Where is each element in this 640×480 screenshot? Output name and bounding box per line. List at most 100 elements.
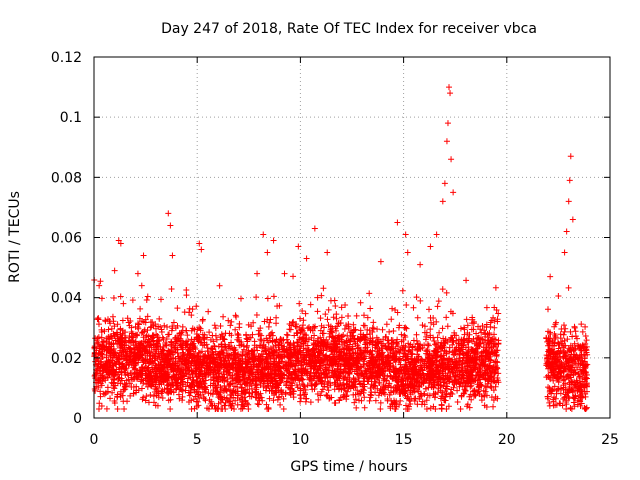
data-point — [193, 330, 200, 337]
data-point — [215, 379, 222, 386]
data-point — [117, 380, 124, 387]
data-point — [255, 395, 262, 402]
data-point — [250, 319, 257, 326]
data-point — [275, 387, 282, 394]
data-point — [291, 342, 298, 349]
data-point — [184, 332, 191, 339]
data-point — [409, 356, 416, 363]
data-point — [355, 374, 362, 381]
data-point — [118, 335, 125, 342]
data-point — [345, 384, 352, 391]
data-point — [244, 386, 251, 393]
data-point — [237, 295, 244, 302]
data-point — [336, 335, 343, 342]
data-point — [444, 323, 451, 330]
data-point — [433, 342, 440, 349]
data-point — [357, 331, 364, 338]
data-point — [244, 400, 251, 407]
data-point — [334, 377, 341, 384]
data-point — [140, 359, 147, 366]
data-point — [341, 326, 348, 333]
data-point — [466, 358, 473, 365]
data-point — [482, 375, 489, 382]
data-point — [363, 370, 370, 377]
data-point — [266, 395, 273, 402]
data-point — [191, 387, 198, 394]
data-point — [298, 395, 305, 402]
data-point — [468, 382, 475, 389]
data-point — [288, 372, 295, 379]
data-point — [116, 361, 123, 368]
data-point — [357, 369, 364, 376]
data-point — [290, 361, 297, 368]
data-point — [253, 312, 260, 319]
data-point — [232, 346, 239, 353]
data-point — [481, 370, 488, 377]
data-point — [216, 282, 223, 289]
data-point — [219, 373, 226, 380]
data-point — [562, 325, 569, 332]
data-point — [192, 366, 199, 373]
data-point — [475, 336, 482, 343]
data-point — [189, 325, 196, 332]
data-point — [435, 381, 442, 388]
data-point — [165, 388, 172, 395]
data-point — [361, 404, 368, 411]
data-point — [245, 374, 252, 381]
data-point — [132, 346, 139, 353]
data-point — [234, 395, 241, 402]
data-point — [255, 327, 262, 334]
data-point — [169, 252, 176, 259]
data-point — [560, 322, 567, 329]
data-point — [126, 380, 133, 387]
data-point — [483, 344, 490, 351]
data-point — [149, 381, 156, 388]
data-point — [329, 351, 336, 358]
data-point — [546, 362, 553, 369]
data-point — [464, 322, 471, 329]
data-point — [317, 315, 324, 322]
data-point — [247, 334, 254, 341]
data-point — [97, 372, 104, 379]
data-point — [132, 356, 139, 363]
data-point — [209, 349, 216, 356]
data-point — [164, 353, 171, 360]
data-point — [343, 380, 350, 387]
data-point — [443, 390, 450, 397]
data-point — [304, 361, 311, 368]
data-point — [406, 344, 413, 351]
data-point — [270, 361, 277, 368]
data-point — [374, 385, 381, 392]
data-point — [97, 278, 104, 285]
data-point — [377, 387, 384, 394]
data-point — [418, 372, 425, 379]
data-point — [324, 383, 331, 390]
data-point — [346, 383, 353, 390]
data-point — [160, 347, 167, 354]
data-point — [468, 326, 475, 333]
data-point — [220, 313, 227, 320]
data-point — [100, 367, 107, 374]
data-point — [478, 352, 485, 359]
data-point — [468, 368, 475, 375]
data-point — [423, 373, 430, 380]
data-point — [150, 360, 157, 367]
data-point — [271, 355, 278, 362]
data-point — [167, 222, 174, 229]
data-point — [203, 369, 210, 376]
data-point — [425, 342, 432, 349]
data-point — [103, 354, 110, 361]
data-point — [178, 358, 185, 365]
data-point — [296, 300, 303, 307]
data-point — [110, 318, 117, 325]
data-point — [367, 305, 374, 312]
data-point — [583, 382, 590, 389]
data-point — [422, 385, 429, 392]
data-point — [248, 323, 255, 330]
data-point — [470, 393, 477, 400]
data-point — [275, 363, 282, 370]
data-point — [481, 402, 488, 409]
data-point — [183, 370, 190, 377]
data-point — [415, 366, 422, 373]
data-point — [482, 383, 489, 390]
